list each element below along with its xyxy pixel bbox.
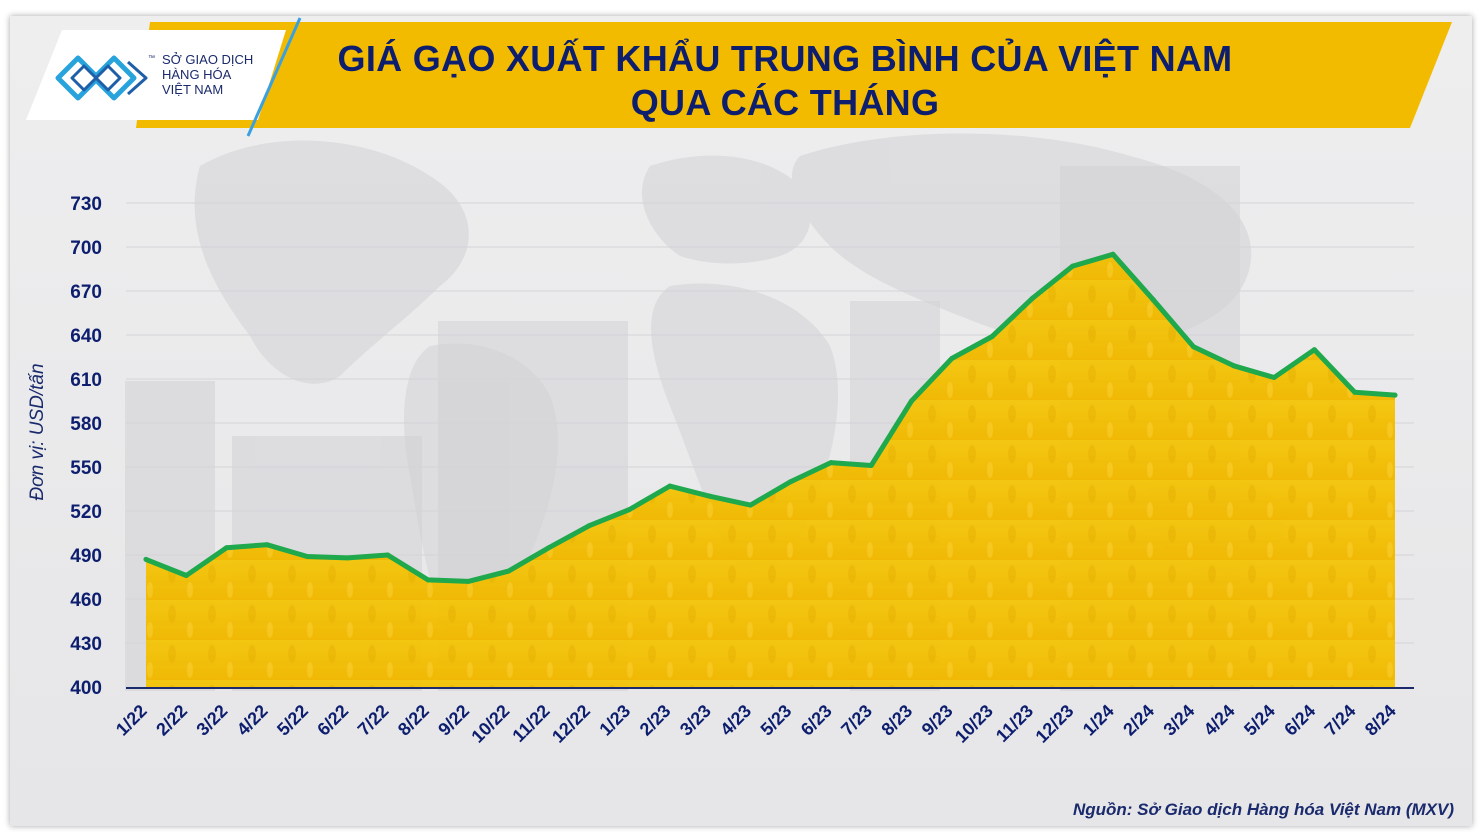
data-point-1-23 xyxy=(627,507,632,512)
x-tick-label-6-24: 6/24 xyxy=(1280,701,1319,740)
data-point-4-24 xyxy=(1231,363,1237,369)
x-tick-label-7-23: 7/23 xyxy=(837,701,876,740)
page-title-line-2: QUA CÁC THÁNG xyxy=(630,82,940,123)
x-tick-label-10-22: 10/22 xyxy=(467,701,513,747)
data-point-2-23 xyxy=(667,483,673,489)
data-point-10-22 xyxy=(506,568,512,574)
x-tick-label-2-22: 2/22 xyxy=(152,701,191,740)
x-tick-label-5-22: 5/22 xyxy=(273,701,312,740)
y-axis-label: Đơn vị: USD/tấn xyxy=(27,363,48,501)
x-tick-label-4-23: 4/23 xyxy=(716,701,755,740)
area-series xyxy=(143,251,1398,688)
x-tick-label-5-23: 5/23 xyxy=(757,701,796,740)
x-tick-label-1-22: 1/22 xyxy=(112,701,151,740)
x-tick-label-4-22: 4/22 xyxy=(233,701,272,740)
data-point-7-23 xyxy=(868,463,874,468)
data-point-11-22 xyxy=(546,545,552,551)
x-tick-label-11-22: 11/22 xyxy=(508,701,553,746)
x-tick-label-1-23: 1/23 xyxy=(595,701,634,740)
y-tick-label-520: 520 xyxy=(70,502,102,523)
x-tick-label-10-23: 10/23 xyxy=(951,701,997,747)
source-note: Nguồn: Sở Giao dịch Hàng hóa Việt Nam (M… xyxy=(1072,800,1454,819)
data-point-11-23 xyxy=(1029,295,1035,301)
logo-trademark: ™ xyxy=(148,55,155,62)
x-tick-label-4-24: 4/24 xyxy=(1200,701,1239,740)
y-tick-label-460: 460 xyxy=(70,590,102,611)
logo-wordmark: SỞ GIAO DỊCH HÀNG HÓA VIỆT NAM xyxy=(162,52,253,97)
x-tick-label-12-22: 12/22 xyxy=(548,701,594,747)
x-tick-label-8-23: 8/23 xyxy=(877,701,916,740)
x-tick-label-3-23: 3/23 xyxy=(676,701,715,740)
x-tick-label-8-24: 8/24 xyxy=(1361,701,1400,740)
x-tick-labels: 1/22 2/22 3/22 4/22 5/22 6/22 7/22 8/22 9/2210/2… xyxy=(112,701,1400,747)
logo-text-line-3: VIỆT NAM xyxy=(162,82,224,97)
y-tick-label-550: 550 xyxy=(70,458,102,479)
data-point-9-22 xyxy=(465,578,471,584)
data-point-9-23 xyxy=(949,356,955,361)
data-point-12-22 xyxy=(586,523,592,529)
data-point-3-23 xyxy=(707,493,713,499)
data-point-8-23 xyxy=(909,398,914,404)
data-point-4-23 xyxy=(747,502,753,508)
page-title-line-1: GIÁ GẠO XUẤT KHẨU TRUNG BÌNH CỦA VIỆT NA… xyxy=(337,38,1233,79)
x-tick-label-12-23: 12/23 xyxy=(1032,701,1078,747)
area-fill xyxy=(146,254,1395,688)
y-tick-label-640: 640 xyxy=(70,326,102,347)
x-tick-label-1-24: 1/24 xyxy=(1079,701,1118,740)
data-point-6-24 xyxy=(1311,347,1317,353)
x-tick-label-6-22: 6/22 xyxy=(313,701,352,740)
logo-text-line-1: SỞ GIAO DỊCH xyxy=(162,52,254,67)
y-tick-label-430: 430 xyxy=(70,634,102,655)
data-point-5-23 xyxy=(788,479,794,485)
y-tick-labels: 400 430 460 490 520 550 580 610 640 670 700 730 xyxy=(70,194,102,699)
data-point-8-24 xyxy=(1392,392,1398,398)
x-tick-label-11-23: 11/23 xyxy=(992,701,1037,746)
y-tick-label-400: 400 xyxy=(70,678,102,699)
x-tick-label-2-24: 2/24 xyxy=(1119,701,1158,740)
data-point-3-22 xyxy=(224,545,230,551)
data-point-6-22 xyxy=(345,555,350,561)
y-tick-label-730: 730 xyxy=(70,194,102,215)
y-tick-label-610: 610 xyxy=(70,370,102,391)
x-tick-label-3-22: 3/22 xyxy=(192,701,231,740)
data-point-3-24 xyxy=(1191,344,1196,350)
data-point-8-22 xyxy=(425,577,431,583)
data-point-10-23 xyxy=(989,334,995,339)
data-point-5-24 xyxy=(1271,375,1277,380)
data-point-6-23 xyxy=(828,460,834,466)
data-point-1-24 xyxy=(1110,251,1116,257)
data-point-7-24 xyxy=(1352,389,1358,395)
y-tick-label-490: 490 xyxy=(70,546,102,567)
data-point-2-22 xyxy=(183,573,189,578)
x-tick-label-8-22: 8/22 xyxy=(394,701,433,740)
x-tick-label-2-23: 2/23 xyxy=(636,701,675,740)
data-point-7-22 xyxy=(385,552,391,558)
banner-accent-line xyxy=(246,17,302,137)
data-point-12-23 xyxy=(1070,263,1076,269)
logo-text-line-2: HÀNG HÓA xyxy=(162,67,232,82)
y-tick-label-670: 670 xyxy=(70,282,102,303)
banner-background xyxy=(136,22,1452,128)
data-point-4-22 xyxy=(264,542,270,548)
x-tick-label-6-23: 6/23 xyxy=(797,701,836,740)
series-line xyxy=(143,251,1398,584)
y-tick-label-580: 580 xyxy=(70,414,102,435)
logo-panel xyxy=(26,30,286,120)
mxv-logo-icon xyxy=(55,55,148,101)
data-point-2-24 xyxy=(1150,297,1156,303)
data-point-5-22 xyxy=(304,554,310,559)
x-tick-label-7-24: 7/24 xyxy=(1321,701,1360,740)
data-point-1-22 xyxy=(143,556,149,562)
x-tick-label-3-24: 3/24 xyxy=(1159,701,1198,740)
x-tick-label-5-24: 5/24 xyxy=(1240,701,1279,740)
title-banner: ™ xyxy=(26,17,1452,137)
y-tick-label-700: 700 xyxy=(70,238,102,259)
x-tick-label-7-22: 7/22 xyxy=(354,701,393,740)
